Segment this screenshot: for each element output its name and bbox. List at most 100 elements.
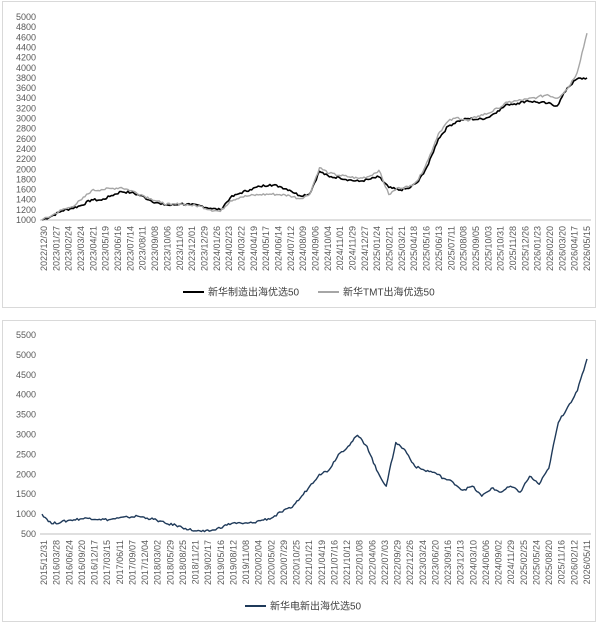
x-tick-label: 2025/10/03 — [483, 226, 493, 271]
x-tick-label: 2023/05/19 — [101, 226, 111, 271]
x-tick-label: 2021/10/12 — [342, 540, 352, 585]
x-tick-label: 2025/05/16 — [422, 226, 432, 271]
y-tick-label: 3400 — [16, 93, 36, 103]
x-tick-label: 2017/12/04 — [140, 540, 150, 585]
x-tick-label: 2019/11/08 — [241, 540, 251, 584]
series-lines — [41, 33, 588, 221]
x-tick-label: 2023/02/24 — [64, 226, 74, 271]
x-tick-label: 2026/03/20 — [557, 226, 567, 271]
y-tick-label: 3600 — [16, 83, 36, 93]
y-tick-label: 3000 — [16, 114, 36, 124]
x-tick-label: 2023/09/16 — [443, 540, 453, 585]
x-tick-label: 2024/07/12 — [286, 226, 296, 271]
x-tick-label: 2026/04/17 — [570, 226, 580, 271]
x-tick-label: 2018/05/29 — [165, 540, 175, 585]
x-tick-label: 2020/05/02 — [266, 540, 276, 585]
x-tick-label: 2018/11/21 — [191, 540, 201, 584]
x-tick-label: 2023/10/06 — [162, 226, 172, 271]
y-tick-label: 4200 — [16, 53, 36, 63]
x-tick-label: 2022/07/03 — [380, 540, 390, 585]
x-tick-label: 2025/01/24 — [372, 226, 382, 271]
x-tick-label: 2025/12/26 — [520, 226, 530, 271]
x-tick-label: 2024/09/06 — [311, 226, 321, 271]
x-tick-label: 2021/07/16 — [329, 540, 339, 585]
chart-bottom-svg: 500 1000 1500 2000 2500 3000 3500 4000 4500 5000 5… — [16, 330, 592, 613]
x-tick-label: 2024/05/17 — [261, 226, 271, 271]
x-tick-label: 2017/09/07 — [127, 540, 137, 585]
x-tick-label: 2023/11/03 — [175, 226, 185, 270]
y-tick-label: 3200 — [16, 103, 36, 113]
y-tick-label: 1000 — [16, 509, 36, 519]
chart-panel-top: 1000 1200 1400 1600 1800 2000 2200 2400 2600 2800… — [2, 1, 596, 308]
y-tick-label: 2200 — [16, 154, 36, 164]
x-tick-label: 2023/06/16 — [113, 226, 123, 271]
x-tick-label: 2022/12/26 — [405, 540, 415, 585]
y-tick-label: 3000 — [16, 430, 36, 440]
x-tick-label: 2025/05/24 — [531, 540, 541, 585]
chart-panel-bottom: 500 1000 1500 2000 2500 3000 3500 4000 4500 5000 5… — [2, 320, 596, 622]
x-tick-label: 2024/11/01 — [335, 226, 345, 270]
x-tick-label: 2025/09/05 — [471, 226, 481, 271]
y-tick-label: 2000 — [16, 164, 36, 174]
y-tick-label: 1200 — [16, 205, 36, 215]
y-tick-label: 4000 — [16, 390, 36, 400]
y-tick-label: 2000 — [16, 469, 36, 479]
y-tick-label: 4000 — [16, 63, 36, 73]
x-tick-label: 2024/11/29 — [506, 540, 516, 584]
x-axis: 2022/12/30 2023/01/27 2023/02/24 2023/03/24… — [39, 219, 592, 271]
series-line — [41, 77, 588, 221]
x-tick-label: 2018/03/02 — [153, 540, 163, 585]
x-tick-label: 2025/08/20 — [544, 540, 554, 585]
x-tick-label: 2017/03/15 — [102, 540, 112, 585]
y-tick-label: 4800 — [16, 22, 36, 32]
x-tick-label: 2024/12/27 — [360, 226, 370, 271]
x-tick-label: 2023/07/14 — [125, 226, 135, 271]
x-tick-label: 2026/02/20 — [545, 226, 555, 271]
x-tick-label: 2020/07/29 — [279, 540, 289, 585]
x-tick-label: 2025/11/16 — [557, 540, 567, 584]
y-tick-label: 4500 — [16, 370, 36, 380]
y-tick-label: 4400 — [16, 42, 36, 52]
y-tick-label: 1600 — [16, 185, 36, 195]
x-tick-label: 2021/01/21 — [304, 540, 314, 585]
x-tick-label: 2025/07/11 — [446, 226, 456, 270]
x-tick-label: 2024/06/06 — [481, 540, 491, 585]
y-tick-label: 2800 — [16, 124, 36, 134]
x-axis: 2015/12/31 2016/03/28 2016/06/24 2016/09/20… — [39, 533, 592, 585]
series-lines — [41, 358, 588, 533]
x-tick-label: 2018/08/25 — [178, 540, 188, 585]
x-tick-label: 2023/09/08 — [150, 226, 160, 271]
legend-label: 新华电新出海优选50 — [270, 600, 362, 613]
x-tick-label: 2022/12/30 — [39, 226, 49, 271]
x-tick-label: 2023/03/24 — [76, 226, 86, 271]
x-tick-label: 2024/03/10 — [468, 540, 478, 585]
legend-label: 新华TMT出海优选50 — [343, 286, 435, 299]
x-tick-label: 2025/04/18 — [409, 226, 419, 271]
x-tick-label: 2020/02/04 — [254, 540, 264, 585]
legend: 新华制造出海优选50 新华TMT出海优选50 — [183, 286, 435, 299]
series-line — [41, 358, 588, 533]
x-tick-label: 2023/01/27 — [51, 226, 61, 271]
x-tick-label: 2021/04/19 — [317, 540, 327, 585]
x-tick-label: 2025/02/25 — [519, 540, 529, 585]
x-tick-label: 2024/10/04 — [323, 226, 333, 271]
y-tick-label: 3500 — [16, 410, 36, 420]
y-tick-label: 5000 — [16, 350, 36, 360]
x-tick-label: 2025/10/31 — [496, 226, 506, 271]
x-tick-label: 2026/02/12 — [569, 540, 579, 585]
x-tick-label: 2017/06/11 — [115, 540, 125, 584]
y-tick-label: 3800 — [16, 73, 36, 83]
x-tick-label: 2020/10/25 — [292, 540, 302, 585]
x-tick-label: 2019/08/12 — [228, 540, 238, 585]
series-line — [41, 33, 588, 221]
chart-top-svg: 1000120014001600180020002200240026002800… — [16, 12, 592, 299]
x-tick-label: 2024/01/26 — [212, 226, 222, 271]
x-tick-label: 2026/05/15 — [582, 226, 592, 271]
y-tick-label: 5500 — [16, 330, 36, 340]
x-tick-label: 2025/03/21 — [397, 226, 407, 271]
x-tick-label: 2022/04/06 — [367, 540, 377, 585]
y-axis: 500 1000 1500 2000 2500 3000 3500 4000 4500 5000 5… — [16, 330, 36, 539]
y-tick-label: 5000 — [16, 12, 36, 22]
y-tick-label: 2400 — [16, 144, 36, 154]
x-tick-label: 2025/11/28 — [508, 226, 518, 270]
